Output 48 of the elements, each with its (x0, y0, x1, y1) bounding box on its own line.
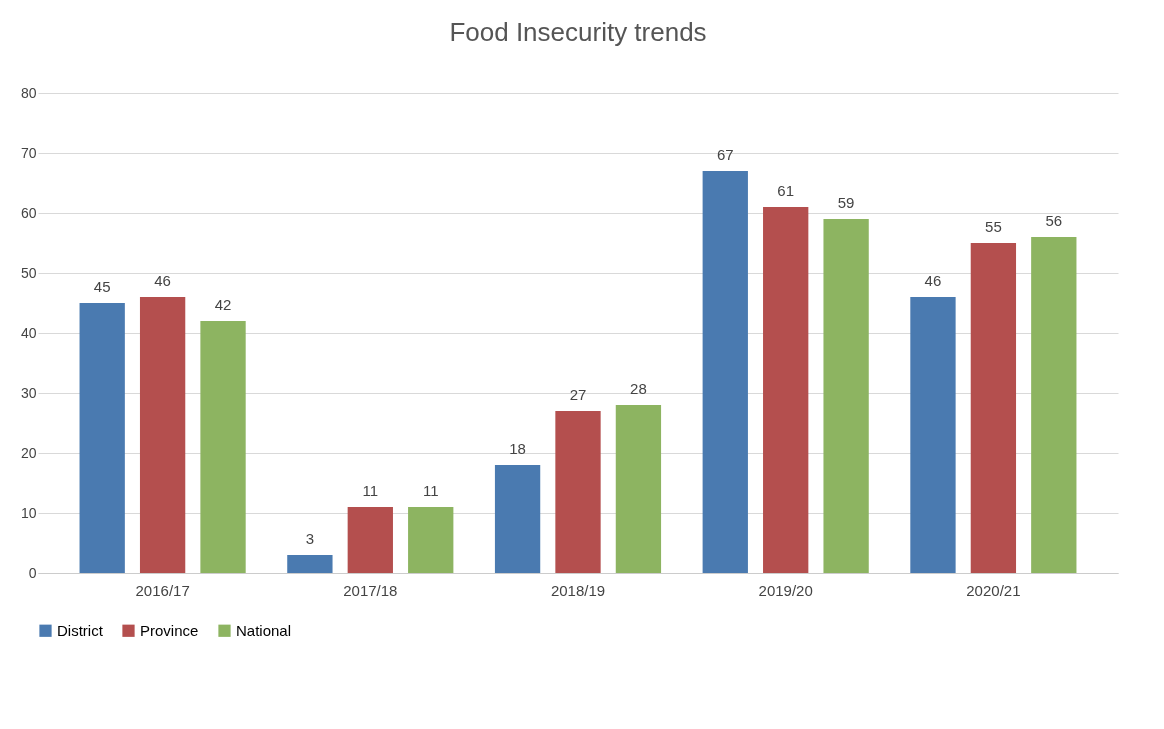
y-tick-label: 50 (20, 264, 37, 281)
data-label: 3 (305, 530, 315, 547)
chart-title: Food Insecurity trends (449, 17, 707, 47)
bar (615, 405, 662, 573)
y-tick-label: 10 (20, 504, 37, 521)
bar (200, 321, 246, 573)
y-tick-label: 30 (20, 384, 37, 401)
x-tick-label: 2016/17 (135, 581, 190, 599)
data-label: 55 (985, 218, 1002, 235)
bar (702, 171, 748, 573)
bar (408, 507, 454, 573)
x-tick-label: 2020/21 (966, 581, 1021, 599)
data-label: 18 (509, 440, 526, 457)
bar (555, 411, 601, 573)
data-label: 61 (777, 182, 795, 199)
bar (823, 219, 869, 573)
data-label: 46 (154, 272, 171, 289)
legend-label: Province (140, 621, 199, 639)
data-label: 28 (630, 380, 647, 397)
bar (347, 507, 393, 573)
data-label: 45 (93, 278, 111, 295)
bar (139, 297, 186, 573)
bar (970, 243, 1017, 573)
bar (494, 465, 541, 573)
data-label: 27 (569, 386, 587, 403)
y-tick-label: 60 (20, 204, 37, 221)
data-label: 11 (362, 482, 379, 499)
bar (287, 555, 333, 573)
data-label: 56 (1045, 212, 1063, 229)
bar (79, 303, 125, 573)
y-tick-label: 20 (20, 444, 37, 461)
data-label: 11 (422, 482, 439, 499)
bar (1031, 237, 1077, 573)
x-tick-label: 2018/19 (550, 581, 606, 599)
bar (763, 207, 809, 573)
x-tick-label: 2017/18 (343, 581, 398, 599)
data-label: 67 (716, 146, 734, 163)
data-label: 46 (924, 272, 942, 289)
legend-label: District (57, 621, 104, 639)
y-tick-label: 70 (20, 144, 37, 161)
bar (910, 297, 956, 573)
legend-label: National (236, 621, 292, 639)
data-label: 59 (837, 194, 855, 211)
y-tick-label: 0 (28, 564, 37, 581)
data-label: 42 (214, 296, 232, 313)
x-tick-label: 2019/20 (758, 581, 813, 599)
y-tick-label: 80 (20, 84, 37, 101)
y-tick-label: 40 (20, 324, 37, 341)
